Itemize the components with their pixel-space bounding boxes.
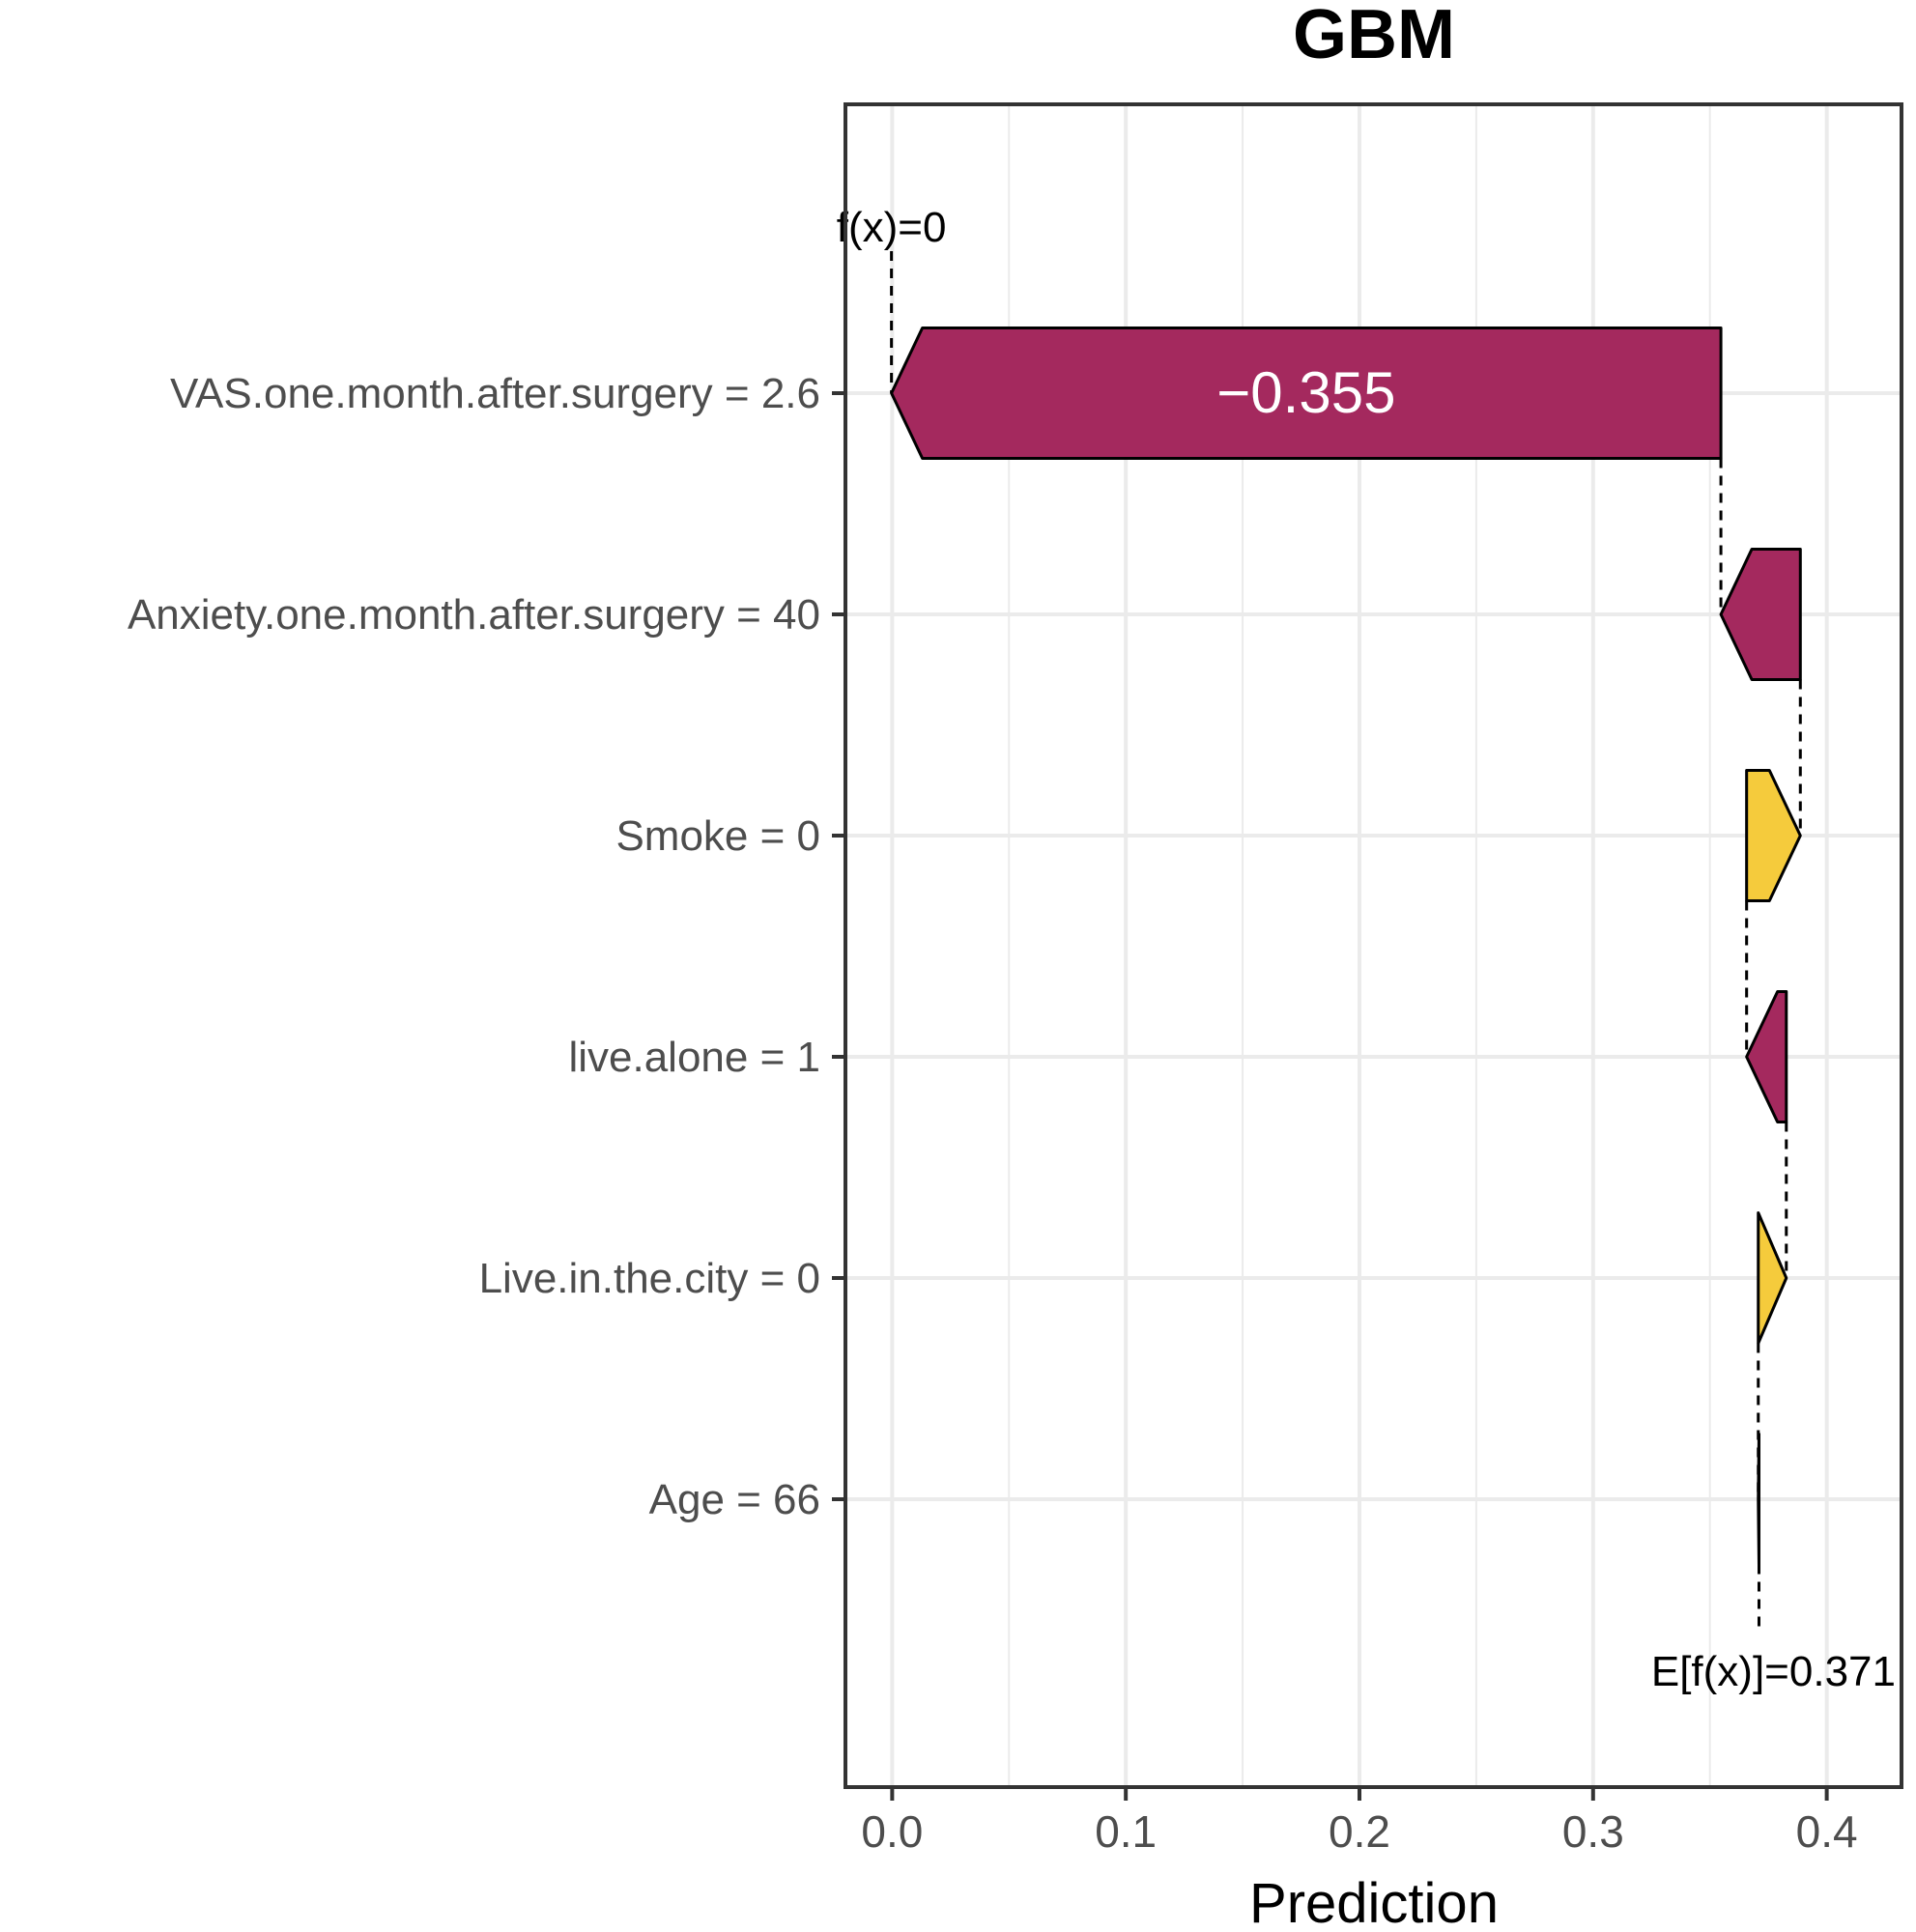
y-tick-label: Smoke = 0 bbox=[615, 812, 820, 860]
y-tick-label: Anxiety.one.month.after.surgery = 40 bbox=[128, 591, 820, 639]
chart-title: GBM bbox=[1293, 0, 1455, 73]
bar-value-label: −0.355 bbox=[1216, 360, 1395, 425]
x-tick-label: 0.4 bbox=[1796, 1806, 1858, 1857]
waterfall-bar bbox=[890, 327, 1723, 460]
plot-panel-border bbox=[844, 102, 1903, 1789]
axes: 0.0 0.1 0.2 0.3 0.4 VAS.one.month.after.surge… bbox=[128, 370, 1858, 1857]
prediction-label: f(x)=0 bbox=[837, 204, 947, 251]
x-axis-label: Prediction bbox=[1249, 1872, 1499, 1932]
waterfall-bar bbox=[1719, 548, 1802, 681]
waterfall-bar bbox=[1745, 990, 1788, 1123]
y-tick-label: VAS.one.month.after.surgery = 2.6 bbox=[170, 370, 820, 417]
x-tick-label: 0.0 bbox=[861, 1806, 923, 1857]
y-tick-label: Live.in.the.city = 0 bbox=[479, 1255, 820, 1302]
baseline-label: E[f(x)]=0.371 bbox=[1651, 1648, 1896, 1695]
x-tick-label: 0.3 bbox=[1562, 1806, 1624, 1857]
waterfall-bar bbox=[1757, 1211, 1788, 1345]
waterfall-bar bbox=[1745, 769, 1802, 902]
x-tick-label: 0.2 bbox=[1329, 1806, 1390, 1857]
y-tick-label: Age = 66 bbox=[649, 1476, 820, 1523]
y-tick-label: live.alone = 1 bbox=[568, 1034, 820, 1081]
marks: −0.355 f(x)=0 E[f(x)]=0.371 bbox=[837, 204, 1896, 1695]
x-tick-label: 0.1 bbox=[1095, 1806, 1157, 1857]
